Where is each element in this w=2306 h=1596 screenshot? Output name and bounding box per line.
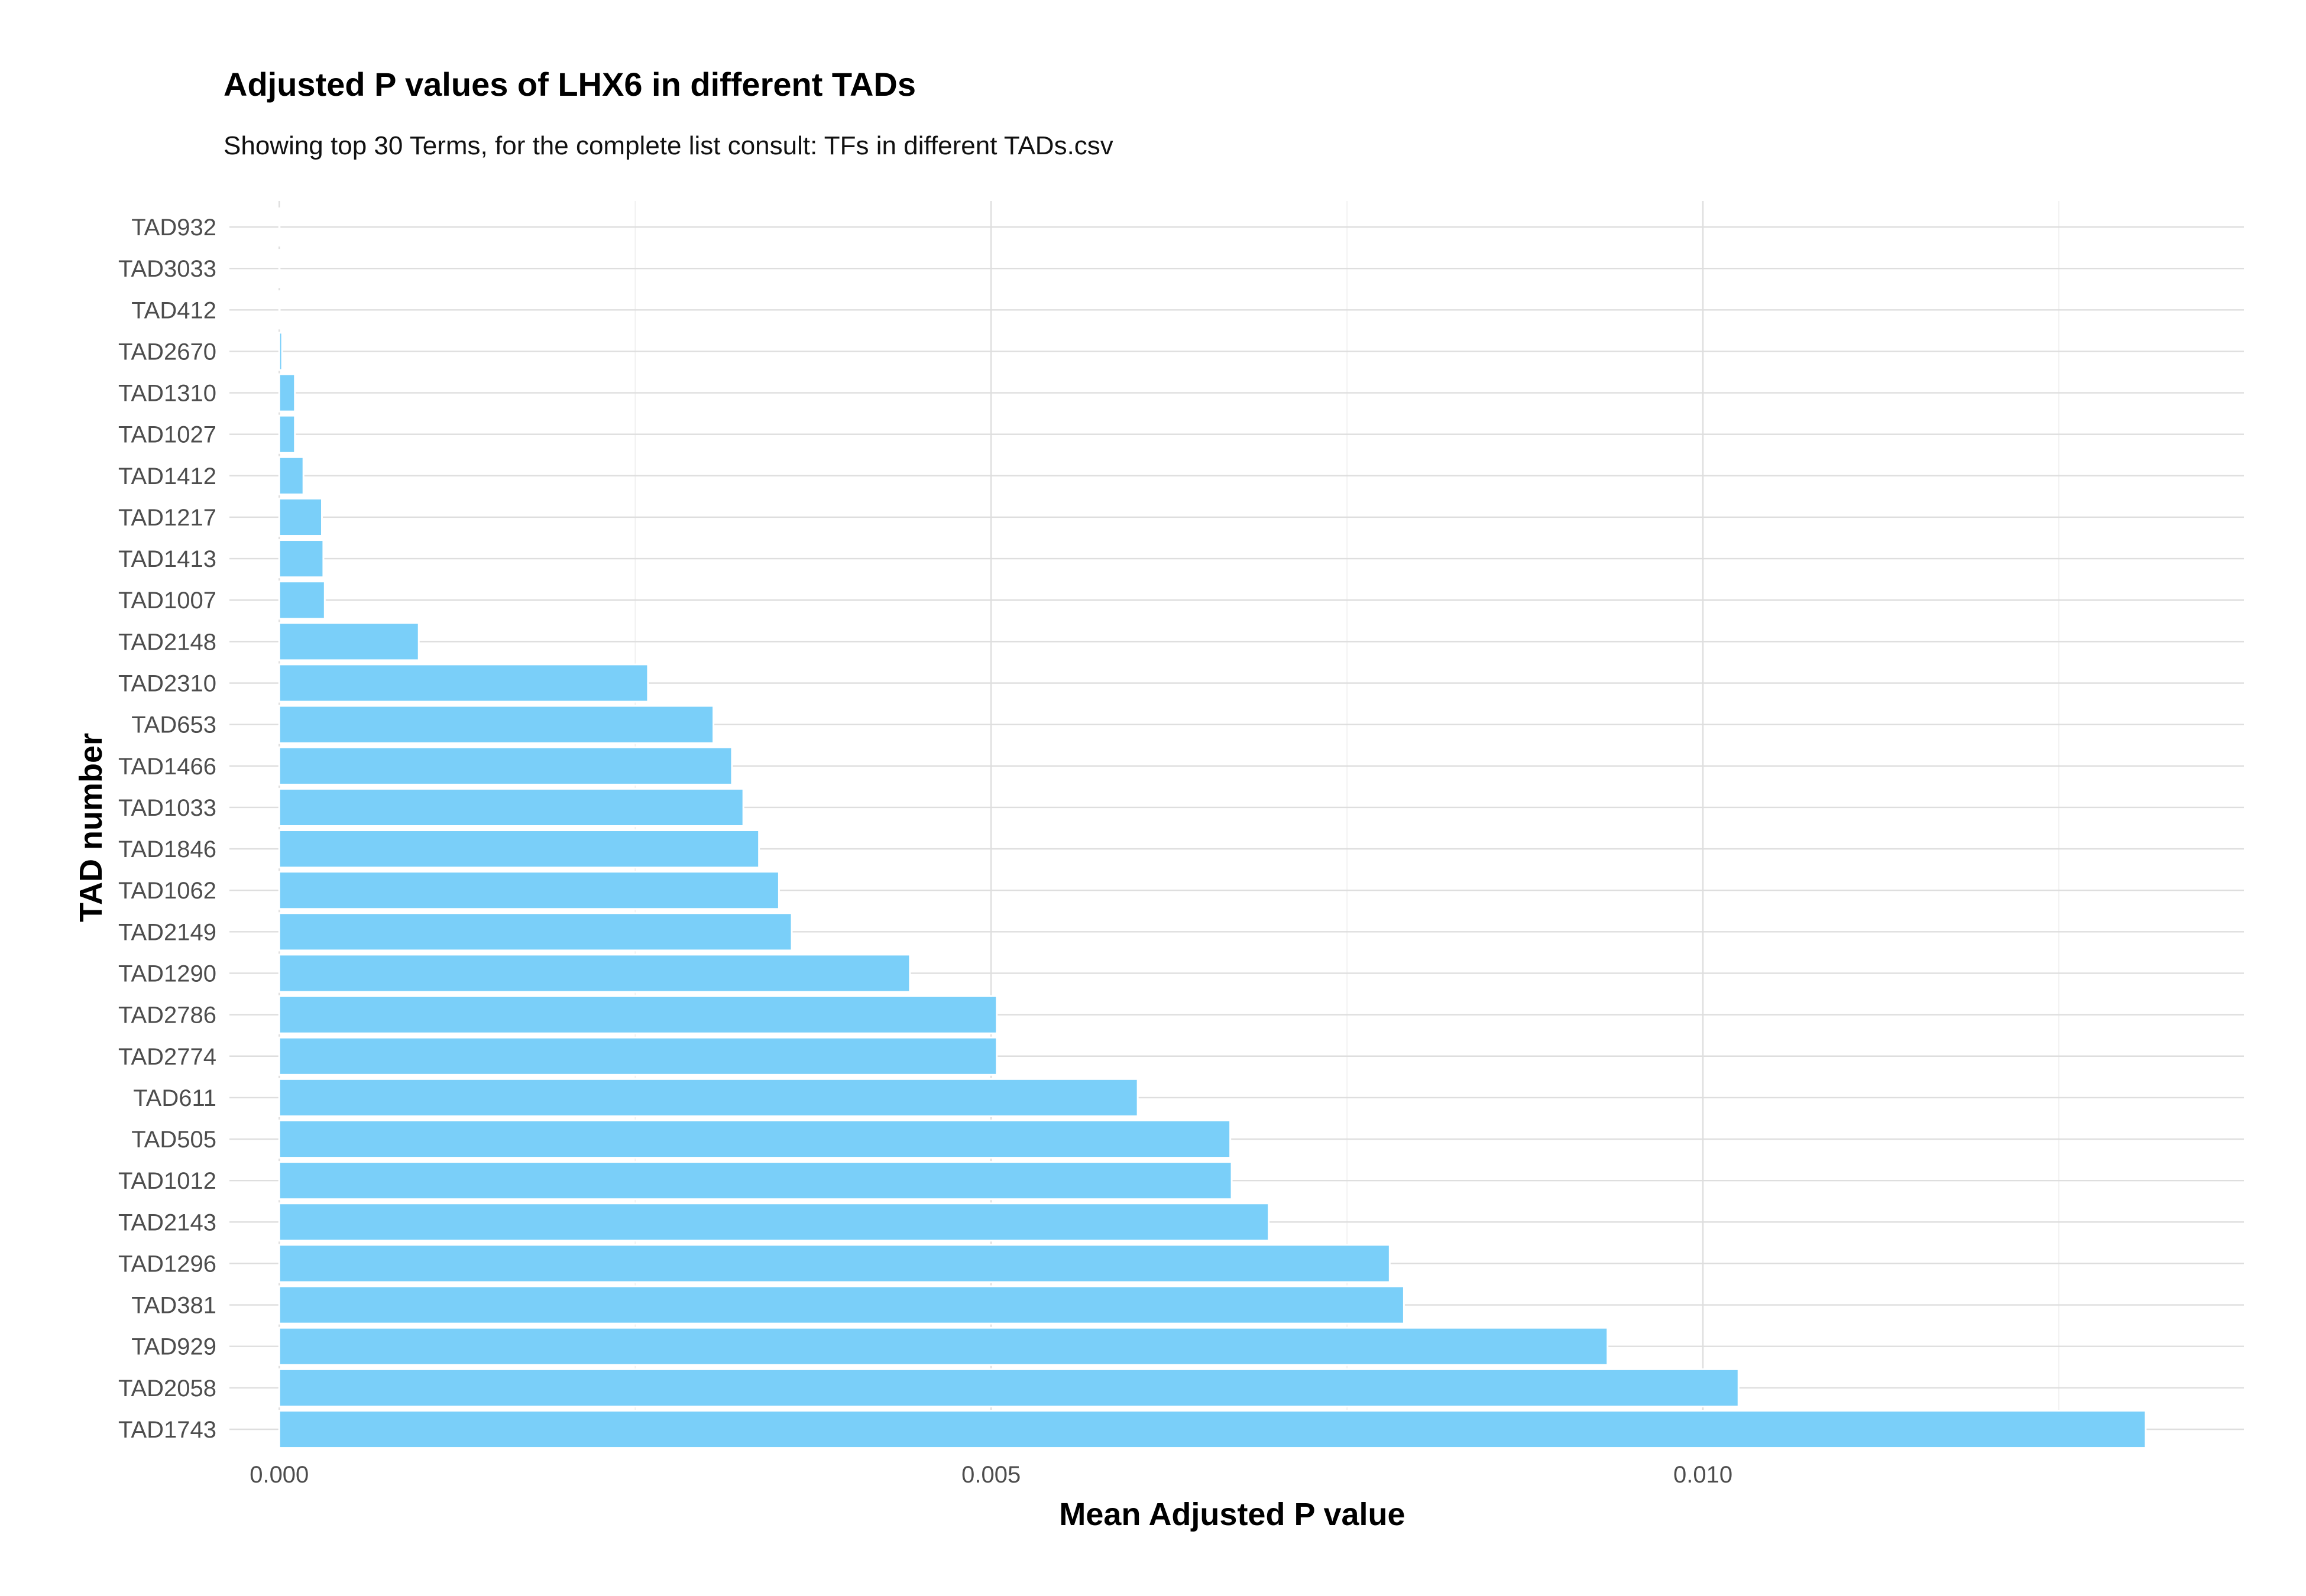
y-tick-label: TAD3033: [118, 256, 216, 282]
bar-tad412: [278, 290, 281, 330]
bar-tad1217: [278, 497, 323, 537]
bar-tad1466: [278, 746, 733, 786]
bar-tad2058: [278, 1368, 1740, 1407]
y-axis-title: TAD number: [73, 733, 109, 922]
bar-tad1310: [278, 373, 296, 413]
bar-tad1062: [278, 871, 780, 910]
grid-lines: [229, 201, 2244, 1448]
bar-tad2310: [278, 663, 649, 703]
bar-tad1012: [278, 1161, 1233, 1201]
bar-tad1413: [278, 539, 325, 579]
y-tick-label: TAD1412: [118, 463, 216, 489]
y-tick-label: TAD1846: [118, 836, 216, 862]
y-tick-label: TAD611: [133, 1085, 216, 1111]
y-tick-label: TAD1033: [118, 795, 216, 821]
y-tick-label: TAD1413: [118, 546, 216, 572]
x-axis-title: Mean Adjusted P value: [1059, 1497, 1405, 1532]
y-tick-label: TAD2058: [118, 1376, 216, 1402]
y-tick-label: TAD1296: [118, 1251, 216, 1277]
y-tick-label: TAD1007: [118, 588, 216, 614]
y-tick-label: TAD2774: [118, 1044, 216, 1070]
bar-tad1033: [278, 787, 744, 827]
chart-title: Adjusted P values of LHX6 in different T…: [224, 66, 916, 103]
y-tick-label: TAD2786: [118, 1003, 216, 1029]
bar-tad1296: [278, 1244, 1391, 1283]
x-tick-labels: 0.000 0.005 0.010: [250, 1462, 1732, 1488]
y-tick-label: TAD2670: [118, 339, 216, 365]
y-tick-label: TAD1217: [118, 505, 216, 531]
bar-tad2149: [278, 912, 793, 952]
y-tick-label: TAD1743: [118, 1417, 216, 1443]
y-tick-label: TAD2143: [118, 1209, 216, 1235]
bar-tad3033: [278, 249, 281, 288]
y-tick-label: TAD1012: [118, 1168, 216, 1194]
bar-tad1027: [278, 414, 296, 454]
y-tick-label: TAD1062: [118, 878, 216, 904]
bar-tad611: [278, 1078, 1139, 1117]
y-tick-label: TAD505: [131, 1127, 216, 1153]
y-tick-label: TAD653: [131, 712, 216, 738]
y-tick-label: TAD2310: [118, 671, 216, 697]
y-tick-label: TAD412: [131, 297, 216, 323]
x-tick-label: 0.005: [961, 1462, 1021, 1488]
y-tick-label: TAD2149: [118, 919, 216, 945]
bar-tad381: [278, 1285, 1405, 1325]
bar-tad929: [278, 1326, 1609, 1366]
y-tick-label: TAD1466: [118, 754, 216, 780]
x-tick-label: 0.010: [1673, 1462, 1732, 1488]
bar-tad653: [278, 705, 715, 744]
y-tick-label: TAD929: [131, 1334, 216, 1360]
bar-tad1290: [278, 953, 911, 993]
y-tick-label: TAD1310: [118, 381, 216, 407]
y-tick-label: TAD1290: [118, 961, 216, 987]
bar-tad1846: [278, 829, 760, 869]
bar-tad2786: [278, 995, 998, 1034]
y-tick-label: TAD932: [131, 215, 216, 241]
bar-tad2143: [278, 1202, 1270, 1242]
y-tick-label: TAD1027: [118, 422, 216, 448]
x-tick-label: 0.000: [250, 1462, 309, 1488]
bar-tad505: [278, 1119, 1232, 1159]
y-tick-label: TAD381: [131, 1293, 216, 1319]
chart-subtitle: Showing top 30 Terms, for the complete l…: [224, 131, 1113, 160]
bars: [278, 207, 2147, 1449]
bar-tad932: [278, 207, 281, 247]
y-tick-label: TAD2148: [118, 629, 216, 655]
bar-tad1007: [278, 580, 326, 620]
y-tick-labels: TAD932 TAD3033 TAD412 TAD2670 TAD1310 TAD1027…: [118, 215, 216, 1443]
bar-tad1412: [278, 456, 305, 495]
bar-tad2148: [278, 622, 420, 661]
bar-tad2670: [278, 332, 283, 371]
bar-tad2774: [278, 1036, 998, 1076]
bar-tad1743: [278, 1409, 2147, 1449]
